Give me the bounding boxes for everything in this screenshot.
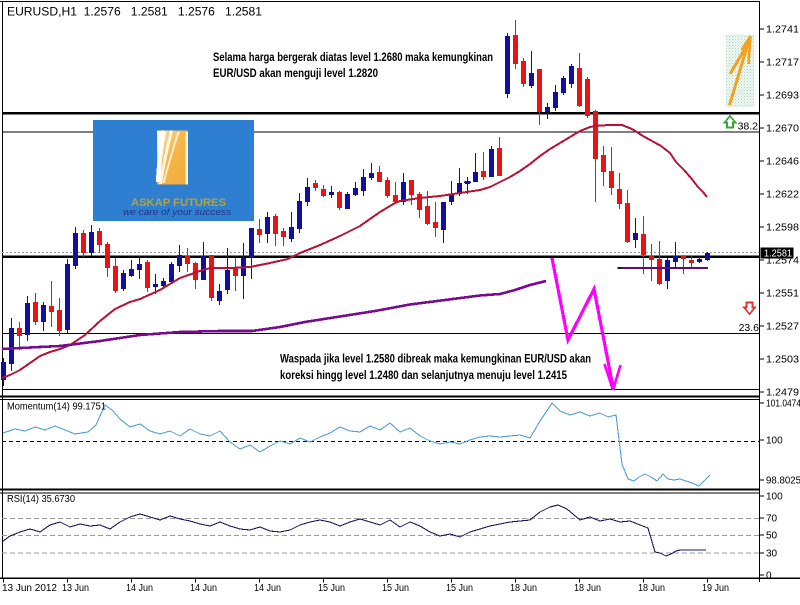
svg-text:EUR/USD akan menguji level 1.2: EUR/USD akan menguji level 1.2820 <box>213 66 378 80</box>
svg-text:100: 100 <box>766 492 783 503</box>
svg-text:38.2: 38.2 <box>738 121 759 133</box>
svg-text:1.2581: 1.2581 <box>764 249 792 260</box>
svg-text:18 Jun: 18 Jun <box>638 583 665 594</box>
svg-text:101.0474: 101.0474 <box>766 399 800 410</box>
svg-text:Momentum(14) 99.1751: Momentum(14) 99.1751 <box>7 402 106 413</box>
svg-text:100: 100 <box>766 436 783 447</box>
svg-text:1.2598: 1.2598 <box>766 223 799 234</box>
svg-text:14 Jun: 14 Jun <box>190 583 217 594</box>
svg-text:50: 50 <box>766 531 778 542</box>
svg-text:1.2646: 1.2646 <box>766 157 799 168</box>
svg-text:koreksi hingg level 1.2480 dan: koreksi hingg level 1.2480 dan selanjutn… <box>280 368 567 382</box>
svg-text:1.2574: 1.2574 <box>766 256 799 267</box>
svg-text:15 Jun: 15 Jun <box>446 583 473 594</box>
svg-text:18 Jun: 18 Jun <box>510 583 537 594</box>
svg-text:we care of your success: we care of your success <box>123 207 231 218</box>
svg-text:1.2503: 1.2503 <box>766 355 799 366</box>
svg-text:15 Jun: 15 Jun <box>318 583 345 594</box>
svg-text:15 Jun: 15 Jun <box>382 583 409 594</box>
svg-text:0: 0 <box>766 571 772 582</box>
svg-text:98.8025: 98.8025 <box>766 476 800 487</box>
svg-text:13 Jun: 13 Jun <box>62 583 89 594</box>
svg-text:1.2527: 1.2527 <box>766 322 799 333</box>
svg-text:1.2479: 1.2479 <box>766 388 799 399</box>
svg-text:70: 70 <box>766 514 778 525</box>
svg-text:30: 30 <box>766 549 778 560</box>
svg-text:Selama harga bergerak diatas l: Selama harga bergerak diatas level 1.268… <box>213 50 493 64</box>
svg-text:1.2717: 1.2717 <box>766 58 799 69</box>
svg-text:1.2670: 1.2670 <box>766 124 799 135</box>
svg-text:13 Jun 2012: 13 Jun 2012 <box>2 583 57 594</box>
svg-text:1.2622: 1.2622 <box>766 190 799 201</box>
svg-text:14 Jun: 14 Jun <box>126 583 153 594</box>
svg-text:19 Jun: 19 Jun <box>702 583 729 594</box>
svg-text:EURUSD,H1 1.2576 1.2581 1: EURUSD,H1 1.2576 1.2581 1.2576 1.2581 <box>7 5 262 19</box>
svg-text:18 Jun: 18 Jun <box>574 583 601 594</box>
svg-text:14 Jun: 14 Jun <box>254 583 281 594</box>
svg-text:Waspada jika level 1.2580 dibr: Waspada jika level 1.2580 dibreak maka k… <box>280 352 591 366</box>
svg-text:1.2693: 1.2693 <box>766 91 799 102</box>
svg-text:1.2551: 1.2551 <box>766 289 799 300</box>
svg-text:23.6: 23.6 <box>739 322 760 334</box>
svg-text:RSI(14) 35.6730: RSI(14) 35.6730 <box>7 494 75 505</box>
svg-text:ASKAP FUTURES: ASKAP FUTURES <box>131 197 226 209</box>
svg-text:1.2741: 1.2741 <box>766 25 799 36</box>
